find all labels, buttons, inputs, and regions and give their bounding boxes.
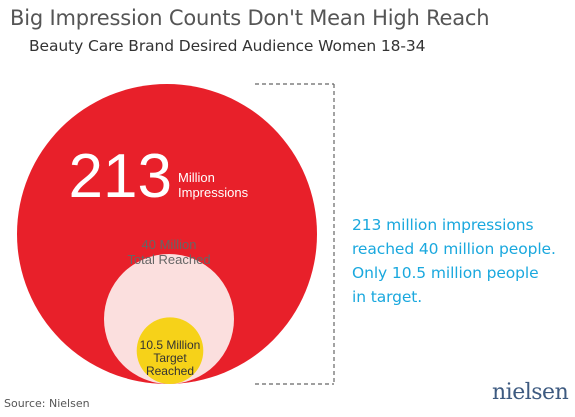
callout-line: 213 million impressions <box>352 216 534 234</box>
callout-line: Only 10.5 million people <box>352 264 539 282</box>
target-reached-label: 10.5 Million Target Reached <box>140 338 201 378</box>
label-line: Million <box>178 170 215 185</box>
impressions-value-label: 213 <box>69 142 172 211</box>
callout-line: reached 40 million people. <box>352 240 556 258</box>
chart-subtitle: Beauty Care Brand Desired Audience Women… <box>29 37 426 55</box>
label-line: 40 Million <box>142 237 197 252</box>
label-line: 10.5 Million <box>140 338 201 352</box>
impressions-circle <box>17 84 317 384</box>
chart-title: Big Impression Counts Don't Mean High Re… <box>10 6 490 30</box>
source-note: Source: Nielsen <box>4 397 90 410</box>
label-line: Target <box>153 351 187 365</box>
callout-text: 213 million impressions reached 40 milli… <box>352 213 567 309</box>
target-reached-circle <box>136 317 204 384</box>
callout-line: in target. <box>352 288 423 306</box>
label-line: Total Reached <box>127 252 210 267</box>
total-reached-label: 40 Million Total Reached <box>127 237 210 267</box>
nielsen-logo: nielsen <box>492 380 569 405</box>
bracket <box>255 83 335 385</box>
label-line: Reached <box>146 364 194 378</box>
label-line: Impressions <box>178 185 249 200</box>
impressions-unit-label: Million Impressions <box>178 170 249 200</box>
